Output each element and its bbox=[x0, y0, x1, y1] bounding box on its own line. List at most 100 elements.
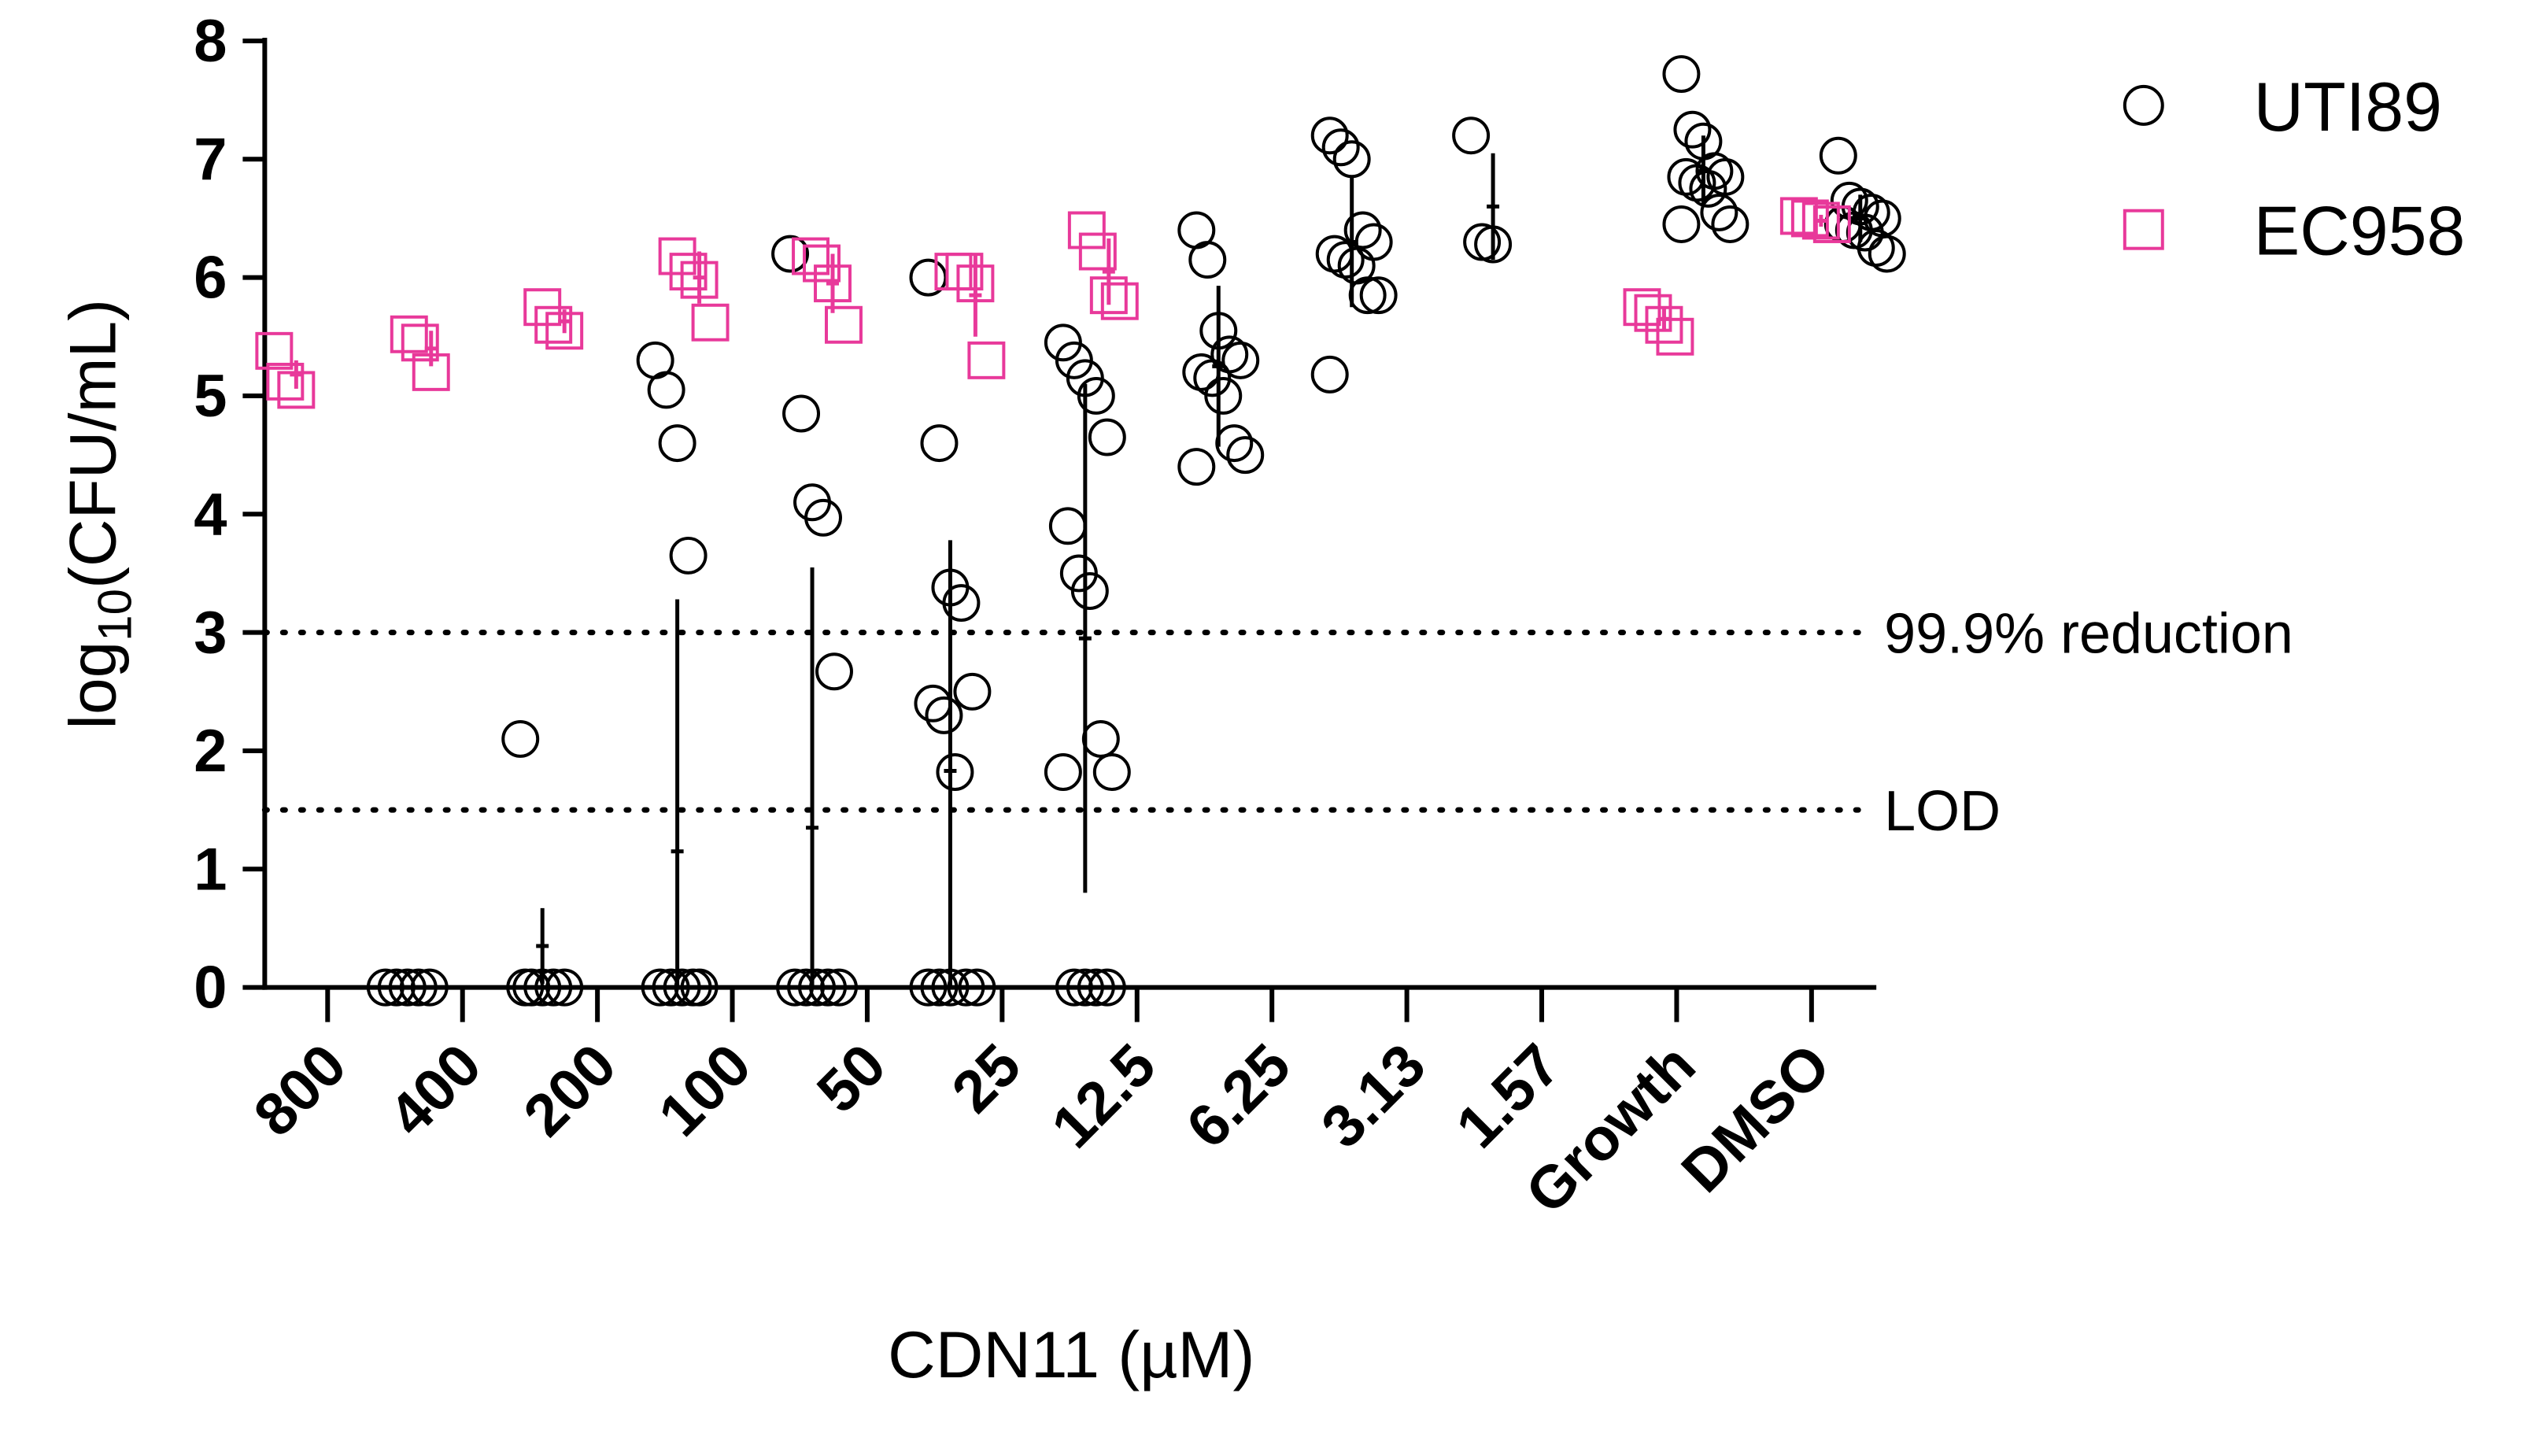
data-point bbox=[1812, 205, 1851, 243]
x-tick-label: 200 bbox=[511, 1031, 629, 1149]
data-point bbox=[1662, 55, 1701, 94]
reference-label: 99.9% reduction bbox=[1884, 603, 2293, 666]
data-point bbox=[967, 341, 1006, 379]
data-point bbox=[1332, 140, 1371, 179]
data-point bbox=[1221, 341, 1260, 379]
x-tick-label: 3.13 bbox=[1309, 1031, 1439, 1161]
data-point bbox=[1070, 572, 1109, 610]
x-tick-label: 800 bbox=[242, 1031, 360, 1149]
data-point bbox=[388, 968, 427, 1007]
data-point bbox=[545, 968, 584, 1007]
y-tick-label: 4 bbox=[194, 481, 227, 548]
data-point bbox=[782, 394, 821, 433]
data-point bbox=[1634, 294, 1672, 332]
legend-label: UTI89 bbox=[2254, 68, 2442, 146]
data-point bbox=[401, 323, 439, 362]
data-point bbox=[1700, 193, 1738, 231]
data-point bbox=[1310, 116, 1349, 155]
data-point bbox=[1868, 235, 1906, 273]
data-point bbox=[815, 652, 853, 691]
y-tick-label: 3 bbox=[194, 600, 227, 667]
y-axis-label: log10(CFU/mL) bbox=[56, 299, 142, 730]
y-label-part: (CFU/mL) bbox=[56, 299, 130, 589]
data-point bbox=[1088, 968, 1126, 1007]
data-point bbox=[1077, 376, 1115, 415]
data-point bbox=[652, 968, 690, 1007]
x-tick-label: 400 bbox=[376, 1031, 494, 1149]
data-point bbox=[691, 303, 730, 342]
y-tick-label: 1 bbox=[194, 836, 227, 903]
data-point bbox=[506, 968, 545, 1007]
data-point bbox=[1819, 136, 1857, 175]
data-point bbox=[1452, 116, 1491, 155]
data-point bbox=[1310, 355, 1349, 394]
x-tick-label: 25 bbox=[940, 1031, 1034, 1125]
data-point bbox=[1188, 241, 1227, 279]
data-point bbox=[1226, 436, 1265, 475]
data-point bbox=[669, 253, 708, 291]
data-point bbox=[920, 424, 959, 463]
series-circle bbox=[366, 55, 1906, 1007]
x-tick-label: 100 bbox=[646, 1031, 764, 1149]
data-point bbox=[945, 253, 984, 291]
data-point bbox=[825, 305, 863, 344]
data-point bbox=[1177, 448, 1216, 486]
data-point bbox=[1656, 317, 1694, 356]
data-point bbox=[1067, 211, 1106, 249]
y-tick-label: 6 bbox=[194, 245, 227, 312]
y-tick-label: 0 bbox=[194, 955, 227, 1022]
y-tick-label: 8 bbox=[194, 8, 227, 75]
x-axis-label: CDN11 (µM) bbox=[888, 1317, 1254, 1391]
data-point bbox=[658, 237, 696, 275]
data-point bbox=[925, 696, 963, 734]
data-point bbox=[534, 305, 573, 344]
data-point bbox=[1801, 201, 1840, 240]
data-point bbox=[1673, 110, 1712, 149]
data-point bbox=[1092, 753, 1131, 792]
data-point bbox=[1359, 276, 1398, 315]
data-point bbox=[793, 483, 832, 522]
legend-marker bbox=[2123, 84, 2164, 126]
x-tick-label: DMSO bbox=[1669, 1031, 1843, 1205]
series-square bbox=[255, 197, 1851, 409]
data-point bbox=[936, 753, 974, 792]
data-point bbox=[803, 244, 841, 283]
data-point bbox=[647, 371, 685, 409]
data-point bbox=[1088, 418, 1126, 456]
data-point bbox=[1077, 968, 1115, 1007]
data-point bbox=[501, 719, 540, 758]
data-point bbox=[792, 237, 830, 275]
data-point bbox=[909, 968, 948, 1007]
y-tick-label: 7 bbox=[194, 126, 227, 193]
data-point bbox=[942, 584, 981, 623]
data-point bbox=[1044, 753, 1082, 792]
data-point bbox=[1081, 719, 1120, 758]
y-label-sub: 10 bbox=[89, 589, 142, 641]
data-point bbox=[771, 235, 810, 273]
data-point bbox=[804, 498, 842, 537]
data-point bbox=[1204, 376, 1243, 415]
legend-marker bbox=[2123, 209, 2164, 250]
data-point bbox=[255, 331, 294, 370]
data-point bbox=[534, 968, 573, 1007]
data-point bbox=[1321, 128, 1360, 167]
data-point bbox=[669, 536, 708, 575]
reference-label: LOD bbox=[1884, 780, 2001, 843]
data-point bbox=[953, 672, 992, 711]
x-tick-label: 6.25 bbox=[1174, 1031, 1304, 1161]
y-tick-label: 2 bbox=[194, 718, 227, 785]
y-label-part: log bbox=[56, 641, 130, 730]
data-point bbox=[1100, 282, 1139, 320]
y-tick-label: 5 bbox=[194, 363, 227, 430]
data-point bbox=[266, 362, 305, 401]
data-point bbox=[1662, 205, 1701, 243]
x-tick-label: 50 bbox=[804, 1031, 899, 1125]
data-point bbox=[958, 968, 996, 1007]
data-point bbox=[820, 968, 858, 1007]
x-tick-label: 12.5 bbox=[1039, 1031, 1169, 1161]
data-point bbox=[1078, 232, 1117, 271]
data-point bbox=[1048, 507, 1087, 545]
data-point bbox=[1343, 211, 1382, 249]
legend-label: EC958 bbox=[2254, 192, 2466, 270]
